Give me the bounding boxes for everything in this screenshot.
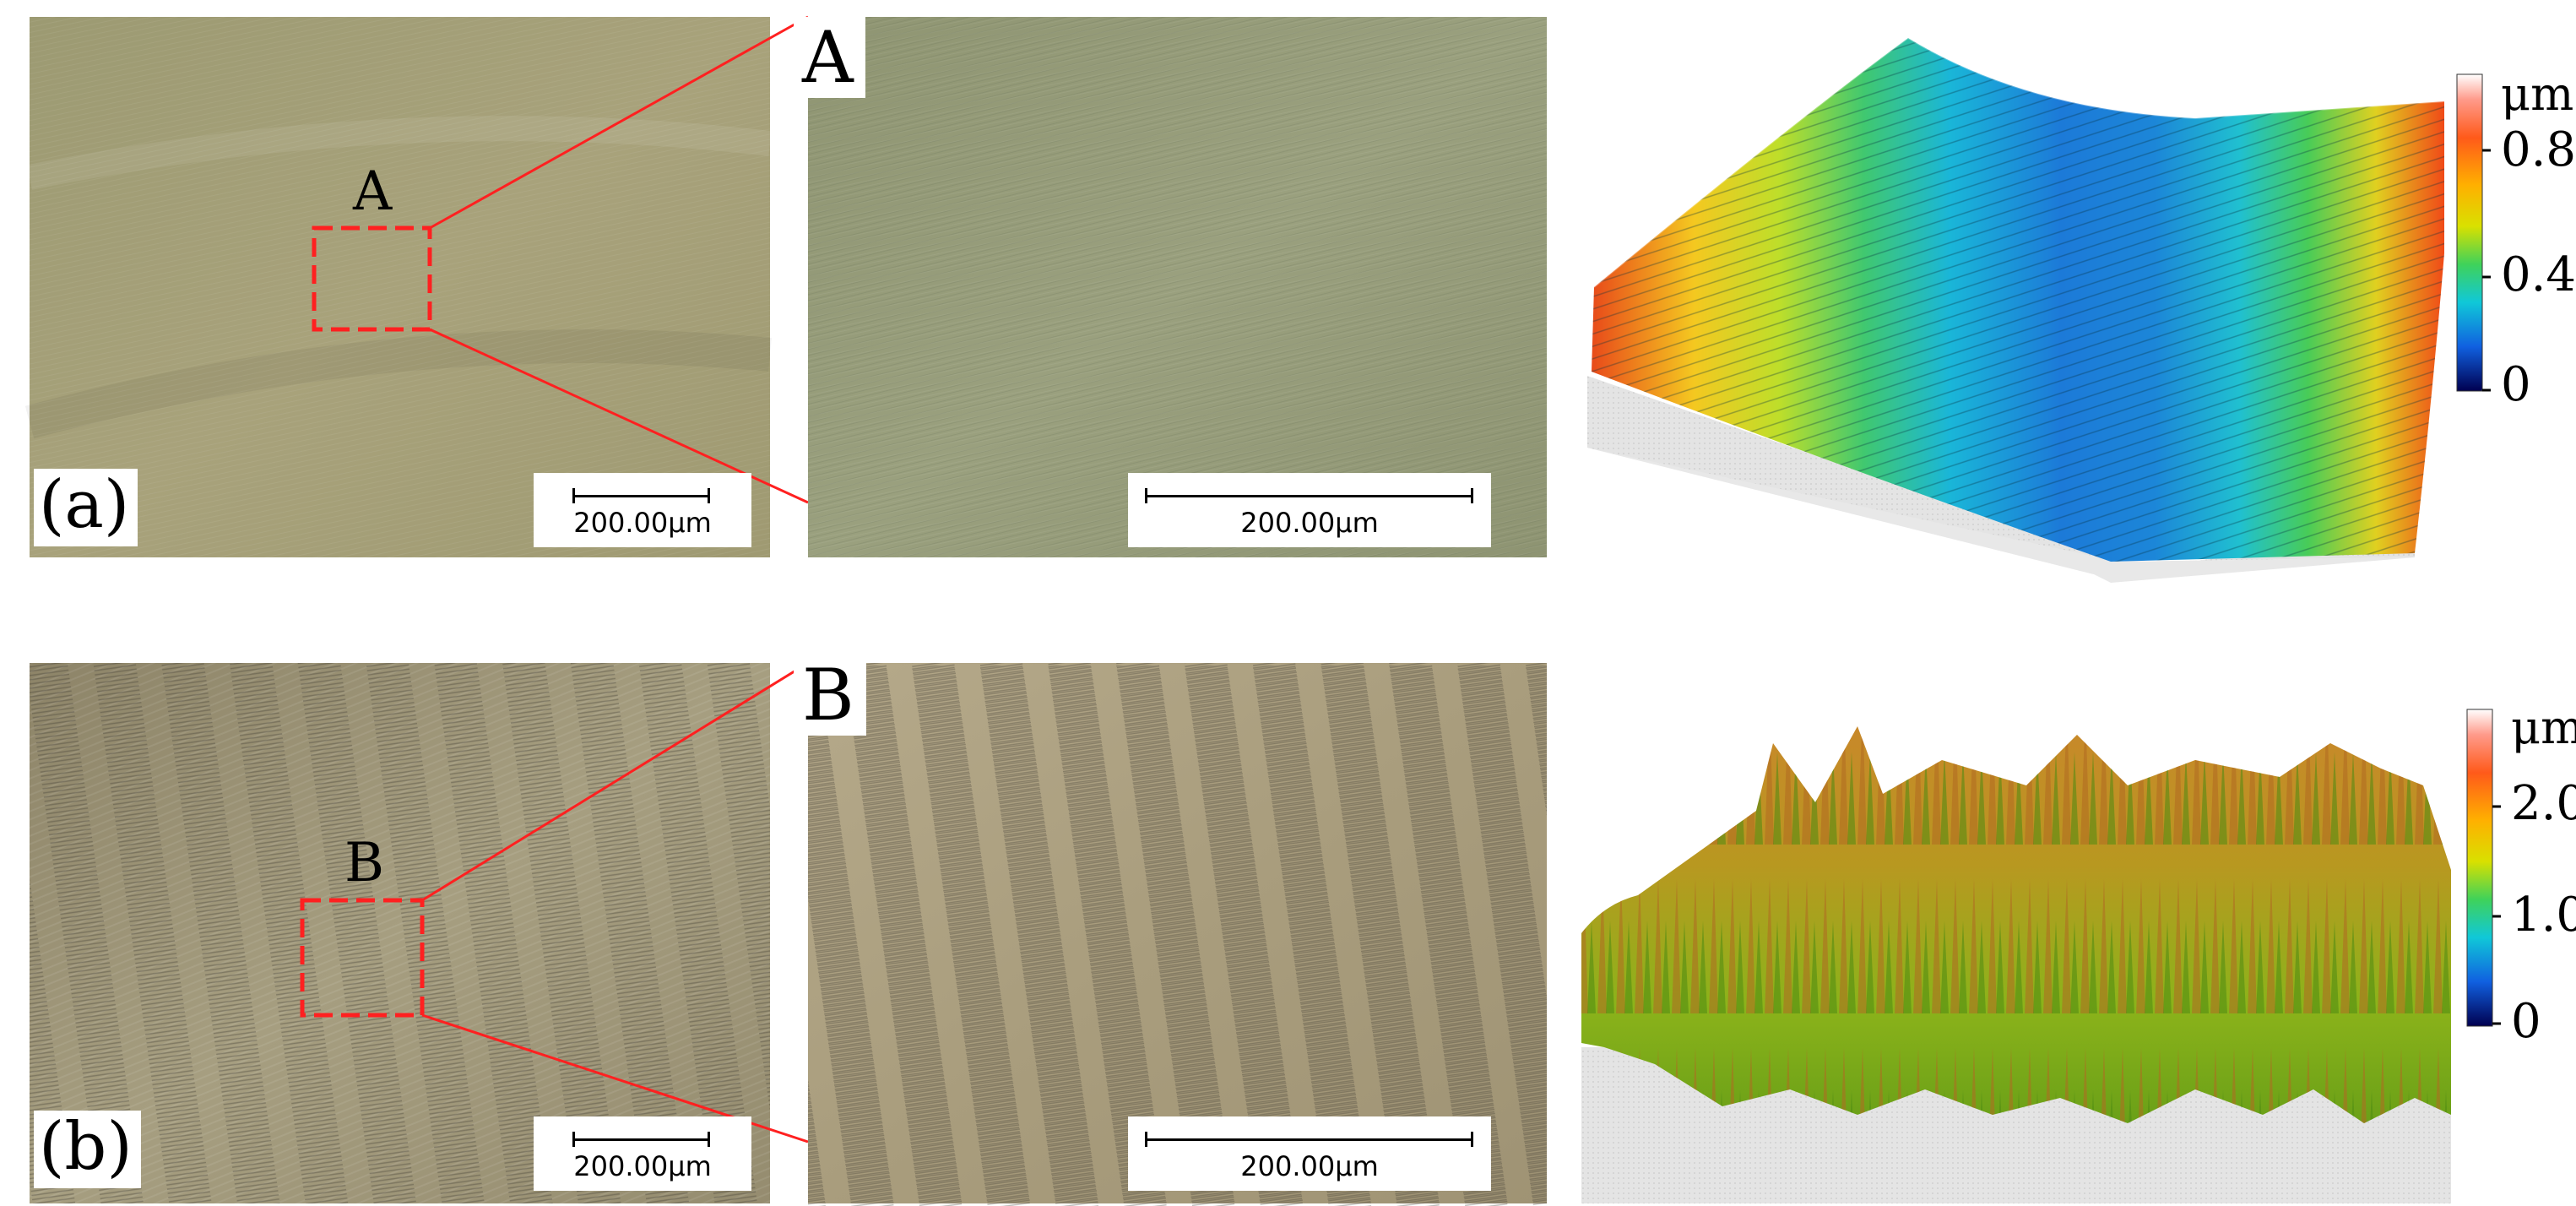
panel-label-a: (a): [34, 469, 138, 546]
zoom-line-b-top: [421, 661, 809, 902]
colorbar-a-ticks: [2482, 149, 2491, 392]
scalebar-a-overview: 200.00μm: [534, 473, 751, 547]
zoom-label-a: A: [794, 17, 865, 98]
colorbar-a-tick-high: 0.8: [2501, 122, 2576, 177]
region-label-a: A: [353, 160, 393, 223]
colorbar-b-tick-high: 2.0: [2511, 776, 2576, 831]
micrograph-b-overview: [30, 663, 770, 1203]
colorbar-b: [2466, 709, 2493, 1027]
colorbar-b-tick-low: 0: [2511, 994, 2541, 1049]
panel-label-b: (b): [34, 1111, 141, 1188]
zoom-line-a-top: [429, 15, 809, 230]
micrograph-a-zoom: [808, 17, 1547, 557]
region-box-a: [312, 225, 432, 332]
colorbar-b-unit: μm: [2511, 701, 2576, 754]
colorbar-a-tick-mid: 0.4: [2501, 247, 2576, 302]
surface-b-3d: [1581, 726, 2451, 1203]
surface-a-3d: [1587, 36, 2445, 583]
micrograph-b-zoom: [808, 663, 1547, 1206]
region-box-b: [300, 898, 425, 1018]
scalebar-a-zoom: 200.00μm: [1128, 473, 1491, 547]
region-label-b: B: [344, 832, 385, 894]
colorbar-b-ticks: [2492, 805, 2501, 1025]
scalebar-b-zoom: 200.00μm: [1128, 1116, 1491, 1191]
colorbar-b-tick-mid: 1.0: [2511, 888, 2576, 943]
colorbar-a-tick-low: 0: [2501, 357, 2531, 412]
colorbar-a: [2456, 73, 2483, 392]
zoom-label-b: B: [794, 655, 866, 736]
colorbar-a-unit: μm: [2501, 68, 2574, 121]
scalebar-b-overview: 200.00μm: [534, 1116, 751, 1191]
